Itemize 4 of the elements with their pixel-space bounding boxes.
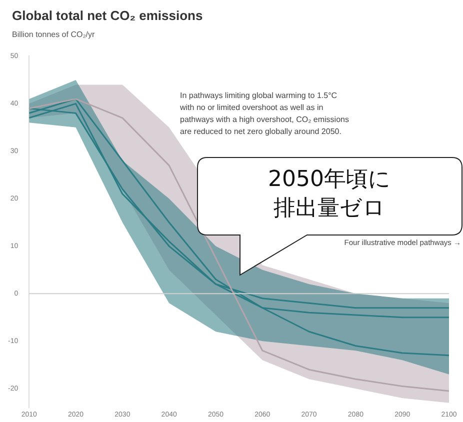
chart-title: Global total net CO₂ emissions	[12, 8, 203, 23]
y-axis-title: Billion tonnes of CO₂/yr	[12, 30, 95, 39]
annotation: In pathways limiting global warming to 1.5°C with no or limited overshoot as well as in pathways with a high overshoot, CO₂ emissions are reduced to net zero globally around 2050.	[179, 91, 349, 136]
annotation: 2050年頃に排出量ゼロ	[267, 166, 392, 223]
